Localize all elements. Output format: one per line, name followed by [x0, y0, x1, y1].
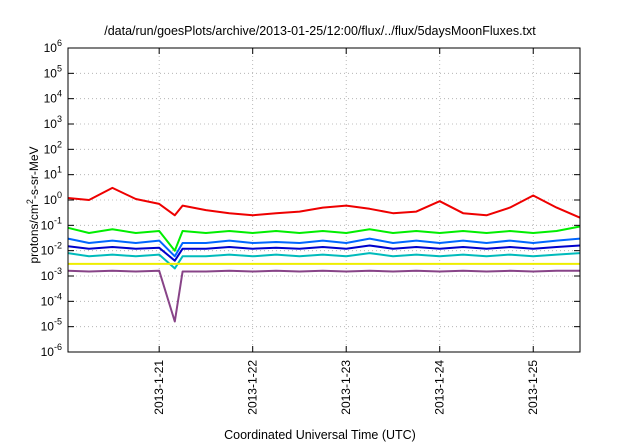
- x-tick-label: 2013-1-22: [246, 360, 260, 415]
- y-tick-label: 102: [44, 139, 62, 156]
- y-tick-label: 101: [44, 165, 62, 182]
- y-tick-label: 10-2: [41, 241, 62, 258]
- y-tick-label: 100: [44, 190, 62, 207]
- x-axis-label: Coordinated Universal Time (UTC): [224, 428, 416, 442]
- tick-labels: 10-6 10-5 10-4 10-3 10-2 10-1 100 101 102 103 104 1…: [41, 38, 541, 415]
- x-tick-label: 2013-1-23: [339, 360, 353, 415]
- data-series: [67, 186, 581, 323]
- series-line-4: [67, 244, 581, 262]
- axis-ticks: [68, 47, 580, 353]
- x-tick-label: 2013-1-21: [152, 360, 166, 415]
- y-tick-label: 10-3: [41, 266, 62, 283]
- series-line-7: [67, 269, 580, 323]
- series-line-5: [67, 252, 581, 270]
- grid-lines: [68, 48, 580, 352]
- y-tick-label: 104: [44, 89, 62, 106]
- x-tick-label: 2013-1-25: [526, 360, 540, 415]
- y-axis-label: protons/cm2-s-sr-MeV: [25, 146, 41, 263]
- y-tick-label: 105: [44, 63, 62, 80]
- y-tick-label: 106: [44, 38, 62, 55]
- series-line-3: [67, 237, 581, 258]
- series-line-1: [67, 186, 581, 219]
- chart-title: /data/run/goesPlots/archive/2013-01-25/1…: [104, 24, 536, 38]
- series-line-2: [67, 225, 581, 252]
- y-tick-label: 10-5: [41, 317, 62, 334]
- x-tick-label: 2013-1-24: [433, 360, 447, 415]
- y-tick-label: 103: [44, 114, 62, 131]
- y-tick-label: 10-6: [41, 342, 62, 359]
- y-tick-label: 10-4: [41, 291, 62, 308]
- y-tick-label: 10-1: [41, 215, 62, 232]
